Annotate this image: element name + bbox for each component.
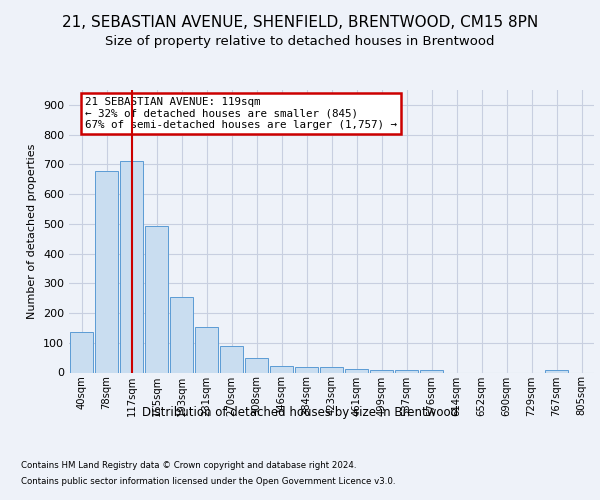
Text: Distribution of detached houses by size in Brentwood: Distribution of detached houses by size … [142,406,458,419]
Bar [345,369,368,372]
Bar [245,358,268,372]
Text: Contains HM Land Registry data © Crown copyright and database right 2024.: Contains HM Land Registry data © Crown c… [21,462,356,470]
Text: Size of property relative to detached houses in Brentwood: Size of property relative to detached ho… [105,34,495,48]
Bar [145,226,168,372]
Text: Contains public sector information licensed under the Open Government Licence v3: Contains public sector information licen… [21,476,395,486]
Text: 21, SEBASTIAN AVENUE, SHENFIELD, BRENTWOOD, CM15 8PN: 21, SEBASTIAN AVENUE, SHENFIELD, BRENTWO… [62,15,538,30]
Bar [95,171,118,372]
Bar [270,366,293,372]
Bar [220,346,243,372]
Bar [370,370,393,372]
Bar [70,332,93,372]
Bar [195,328,218,372]
Bar [295,366,318,372]
Bar [420,370,443,372]
Bar [545,370,568,372]
Text: 21 SEBASTIAN AVENUE: 119sqm
← 32% of detached houses are smaller (845)
67% of se: 21 SEBASTIAN AVENUE: 119sqm ← 32% of det… [85,97,397,130]
Bar [120,162,143,372]
Bar [395,370,418,372]
Bar [320,367,343,372]
Bar [170,298,193,372]
Y-axis label: Number of detached properties: Number of detached properties [28,144,37,319]
